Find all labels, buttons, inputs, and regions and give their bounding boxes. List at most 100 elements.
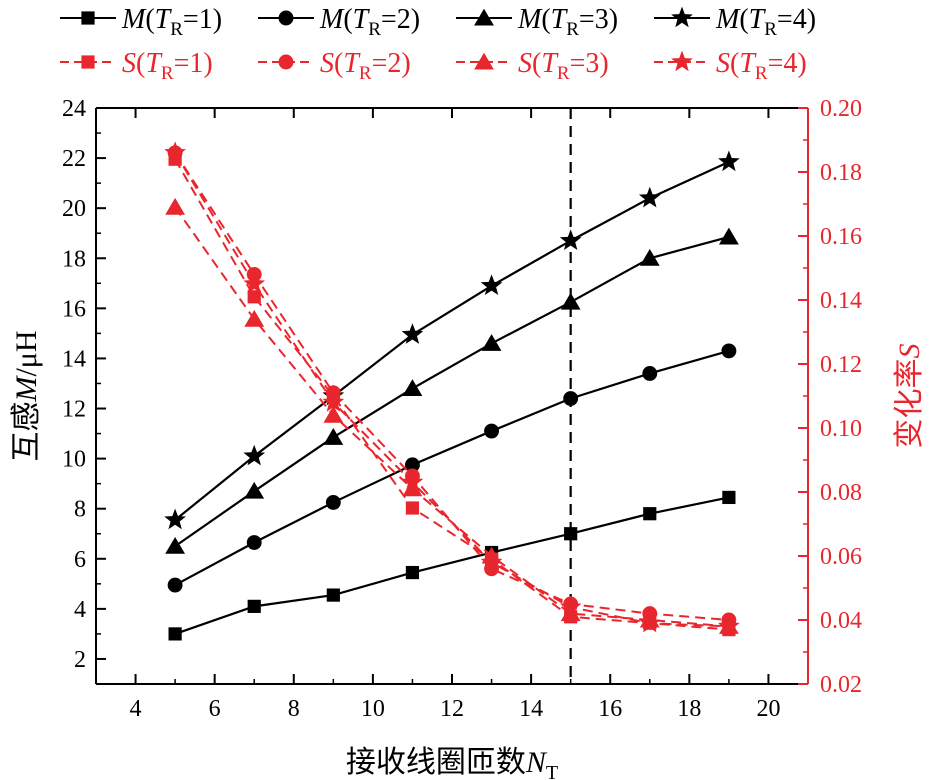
data-point bbox=[247, 599, 261, 613]
series-m-tr1 bbox=[168, 490, 736, 641]
series-line bbox=[174, 158, 729, 631]
y-left-tick-label: 6 bbox=[74, 547, 86, 573]
x-tick-label: 12 bbox=[440, 696, 464, 722]
y-right-tick-label: 0.10 bbox=[820, 416, 862, 442]
x-tick-label: 6 bbox=[209, 696, 221, 722]
legend-entry-m-tr1: M(TR=1) bbox=[60, 4, 222, 40]
x-tick-label: 4 bbox=[130, 696, 142, 722]
data-point bbox=[559, 595, 582, 617]
series-line bbox=[174, 152, 729, 628]
data-point bbox=[246, 535, 262, 550]
data-point bbox=[639, 248, 660, 266]
data-point bbox=[643, 507, 657, 521]
axes: 4 6 8 10 12 14 16 18 20246810121416182022240.020… bbox=[10, 96, 926, 780]
y-right-tick-label: 0.08 bbox=[820, 480, 862, 506]
data-point bbox=[247, 290, 261, 304]
data-point bbox=[401, 471, 424, 492]
series-m-tr4 bbox=[164, 150, 740, 530]
x-tick-label: 20 bbox=[756, 696, 780, 722]
legend-marker bbox=[81, 55, 95, 69]
data-point bbox=[323, 428, 344, 445]
y-right-tick-label: 0.20 bbox=[820, 96, 862, 122]
x-axis-title: 接收线圈匝数NT bbox=[346, 746, 558, 780]
x-tick-label: 18 bbox=[677, 696, 701, 722]
legend-label: M(TR=2) bbox=[319, 4, 420, 40]
series-line bbox=[174, 152, 729, 621]
data-point bbox=[564, 527, 578, 541]
legend-label: S(TR=3) bbox=[518, 48, 609, 84]
legend-marker bbox=[474, 52, 494, 70]
y-left-tick-label: 22 bbox=[62, 146, 86, 172]
data-point bbox=[721, 343, 737, 359]
x-tick-label: 16 bbox=[598, 696, 622, 722]
data-point bbox=[560, 292, 581, 310]
y-left-tick-label: 18 bbox=[62, 246, 86, 272]
series-line bbox=[174, 160, 730, 521]
legend-entry-s-tr4: S(TR=4) bbox=[654, 48, 807, 84]
data-point bbox=[638, 186, 661, 208]
y-left-tick-label: 12 bbox=[62, 397, 86, 423]
y-left-tick-label: 20 bbox=[62, 196, 86, 222]
data-point bbox=[322, 391, 345, 412]
data-point bbox=[642, 366, 658, 381]
legend-marker bbox=[671, 50, 693, 72]
data-point bbox=[243, 272, 266, 294]
series-layer bbox=[164, 141, 740, 641]
data-point bbox=[722, 490, 736, 505]
data-point bbox=[402, 479, 423, 497]
data-point bbox=[164, 508, 186, 530]
x-tick-label: 14 bbox=[519, 696, 543, 722]
y-right-tick-label: 0.18 bbox=[820, 160, 862, 186]
legend-entry-m-tr2: M(TR=2) bbox=[258, 4, 420, 40]
y-right-tick-label: 0.12 bbox=[820, 352, 862, 378]
data-point bbox=[480, 274, 503, 296]
data-point bbox=[165, 197, 186, 215]
series-m-tr2 bbox=[167, 343, 737, 593]
data-point bbox=[167, 577, 183, 593]
legend-marker bbox=[474, 8, 494, 26]
y-left-tick-label: 2 bbox=[74, 647, 86, 673]
y-right-tick-label: 0.02 bbox=[820, 672, 862, 698]
data-point bbox=[563, 391, 579, 406]
data-point bbox=[718, 227, 739, 245]
series-line bbox=[174, 349, 730, 587]
data-point bbox=[244, 309, 265, 327]
legend-entry-s-tr1: S(TR=1) bbox=[60, 48, 213, 84]
series-line bbox=[174, 235, 730, 548]
data-point bbox=[405, 565, 420, 580]
data-point bbox=[244, 481, 265, 499]
series-line bbox=[174, 496, 730, 635]
y-left-tick-label: 8 bbox=[74, 497, 86, 523]
data-point bbox=[401, 323, 424, 344]
data-point bbox=[168, 627, 182, 641]
legend: M(TR=1) M(TR=2) M(TR=3) M(TR=4) S(TR=1) S(TR=… bbox=[60, 4, 816, 84]
data-point bbox=[480, 551, 503, 572]
legend-marker bbox=[278, 54, 294, 70]
series-s-tr4 bbox=[164, 141, 740, 636]
y-left-axis-title: 互感M/μH bbox=[10, 330, 43, 461]
data-point bbox=[718, 150, 740, 172]
data-point bbox=[243, 444, 266, 466]
data-point bbox=[638, 611, 661, 633]
y-right-tick-label: 0.04 bbox=[820, 608, 862, 634]
legend-label: S(TR=1) bbox=[122, 48, 213, 84]
data-point bbox=[405, 501, 420, 515]
legend-marker bbox=[278, 10, 294, 26]
y-right-axis-title: 变化率S bbox=[893, 344, 926, 449]
y-left-tick-label: 24 bbox=[62, 96, 86, 122]
series-m-tr3 bbox=[165, 227, 739, 554]
legend-label: S(TR=2) bbox=[320, 48, 411, 84]
data-point bbox=[484, 423, 499, 439]
data-point bbox=[718, 615, 740, 636]
legend-label: M(TR=4) bbox=[715, 4, 816, 40]
data-point bbox=[481, 334, 502, 351]
legend-entry-m-tr3: M(TR=3) bbox=[456, 4, 618, 40]
data-point bbox=[405, 457, 420, 473]
data-point bbox=[560, 604, 581, 622]
data-point bbox=[164, 141, 186, 163]
y-left-tick-label: 16 bbox=[62, 296, 86, 322]
y-right-tick-label: 0.14 bbox=[820, 288, 862, 314]
legend-entry-m-tr4: M(TR=4) bbox=[654, 4, 816, 40]
data-point bbox=[402, 379, 423, 396]
